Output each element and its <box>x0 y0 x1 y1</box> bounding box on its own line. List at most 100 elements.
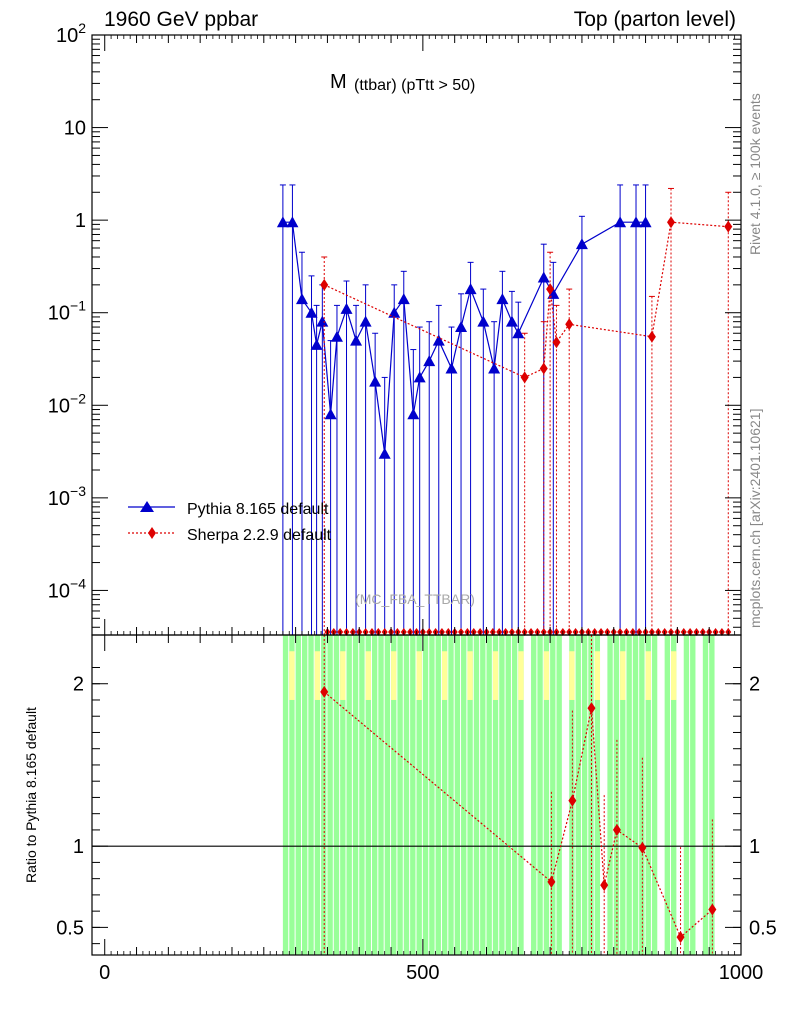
legend-pythia-label: Pythia 8.165 default <box>187 501 329 518</box>
ratio-series <box>320 635 717 955</box>
y-tick-label: 10−4 <box>48 575 86 602</box>
ratio-band-green <box>403 635 410 955</box>
mcplots-label: mcplots.cern.ch [arXiv:2401.10621] <box>747 409 763 628</box>
x-tick-label: 0 <box>99 962 110 984</box>
ratio-band-green <box>429 635 435 955</box>
legend-pythia-marker <box>140 501 154 512</box>
ratio-band-green <box>435 635 441 955</box>
ratio-band-yellow <box>340 651 346 700</box>
ratio-band-green <box>550 635 556 955</box>
ratio-band-green <box>499 635 505 955</box>
ratio-band-green <box>301 635 308 955</box>
sherpa-line <box>323 221 729 379</box>
ratio-band-green <box>486 635 492 955</box>
ratio-tick-label: 1 <box>749 836 760 858</box>
ratio-band-green <box>702 635 709 955</box>
ratio-band-green <box>518 635 524 955</box>
legend-sherpa-label: Sherpa 2.2.9 default <box>187 527 332 544</box>
pythia-point <box>316 315 329 327</box>
ratio-band-green <box>492 635 499 955</box>
ratio-band-green <box>556 635 562 955</box>
ratio-tick-label: 0.5 <box>56 917 84 939</box>
ratio-band-yellow <box>620 651 626 700</box>
y-tick-label: 10−1 <box>48 298 86 325</box>
ratio-band-green <box>282 635 289 955</box>
main-series <box>276 184 733 636</box>
ratio-band-green <box>709 635 715 955</box>
ratio-band-green <box>378 635 384 955</box>
legend-sherpa-marker <box>148 527 156 539</box>
ratio-band-green <box>473 635 480 955</box>
ratio-band-green <box>531 635 537 955</box>
ratio-band-yellow <box>416 651 422 700</box>
ratio-band-yellow <box>391 651 397 700</box>
ratio-band-green <box>365 635 371 955</box>
ratio-band-green <box>333 635 340 955</box>
ratio-band-green <box>626 635 632 955</box>
ratio-band-green <box>505 635 511 955</box>
ratio-band-green <box>467 635 473 955</box>
pythia-point <box>276 216 289 228</box>
ratio-band-green <box>340 635 346 955</box>
ratio-line <box>323 691 713 939</box>
ratio-band-green <box>607 635 613 955</box>
ratio-point <box>708 903 717 916</box>
ratio-band-yellow <box>365 651 371 700</box>
ratio-band-green <box>295 635 301 955</box>
ratio-band-green <box>289 635 295 955</box>
ratio-band-green <box>645 635 651 955</box>
ratio-uncertainty-bands <box>282 635 715 955</box>
ratio-band-yellow <box>289 651 295 700</box>
ratio-tick-label: 1 <box>73 836 84 858</box>
x-tick-label: 500 <box>406 962 439 984</box>
ratio-band-green <box>371 635 378 955</box>
ratio-band-green <box>613 635 620 955</box>
ratio-band-green <box>461 635 467 955</box>
ratio-band-green <box>352 635 359 955</box>
ratio-band-yellow <box>671 651 677 700</box>
ratio-band-green <box>511 635 518 955</box>
ratio-band-green <box>391 635 397 955</box>
ratio-band-green <box>308 635 314 955</box>
ratio-band-yellow <box>594 651 601 700</box>
ratio-band-yellow <box>314 651 321 700</box>
ratio-band-green <box>683 635 690 955</box>
ratio-band-green <box>454 635 461 955</box>
ratio-band-green <box>314 635 321 955</box>
ratio-band-yellow <box>441 651 448 700</box>
ratio-tick-label: 2 <box>73 674 84 696</box>
ratio-band-green <box>416 635 422 955</box>
y-tick-label: 10−3 <box>48 483 86 510</box>
ratio-band-yellow <box>518 651 524 700</box>
pythia-line <box>282 221 646 454</box>
sherpa-point <box>552 336 561 349</box>
axes: 10−4 10−3 10−2 10−1 1 10 102 0 500 1000 0.5 0.5 1 1 2 2 <box>48 20 777 984</box>
ratio-band-yellow <box>467 651 473 700</box>
ratio-band-green <box>422 635 429 955</box>
header-right: Top (parton level) <box>573 8 736 31</box>
legend: Pythia 8.165 default Sherpa 2.2.9 defaul… <box>128 501 332 544</box>
ratio-band-yellow <box>492 651 499 700</box>
ratio-band-green <box>620 635 626 955</box>
ratio-band-green <box>671 635 677 955</box>
ratio-band-green <box>346 635 352 955</box>
ratio-band-yellow <box>543 651 550 700</box>
ratio-band-green <box>327 635 333 955</box>
ratio-band-green <box>410 635 416 955</box>
ratio-band-green <box>397 635 403 955</box>
ratio-band-green <box>359 635 365 955</box>
ratio-band-green <box>441 635 448 955</box>
ratio-band-green <box>632 635 639 955</box>
rivet-label: Rivet 4.1.0, ≥ 100k events <box>747 93 763 255</box>
ratio-band-green <box>575 635 581 955</box>
ratio-band-green <box>448 635 454 955</box>
main-title-sub: (ttbar) (pTtt > 50) <box>354 77 475 94</box>
ratio-band-green <box>543 635 550 955</box>
ratio-band-green <box>664 635 671 955</box>
y-tick-label: 102 <box>56 20 86 47</box>
y-tick-label: 10 <box>64 118 86 140</box>
ratio-tick-label: 0.5 <box>749 917 777 939</box>
ratio-band-green <box>651 635 658 955</box>
x-tick-label: 1000 <box>719 962 764 984</box>
ratio-band-green <box>581 635 588 955</box>
